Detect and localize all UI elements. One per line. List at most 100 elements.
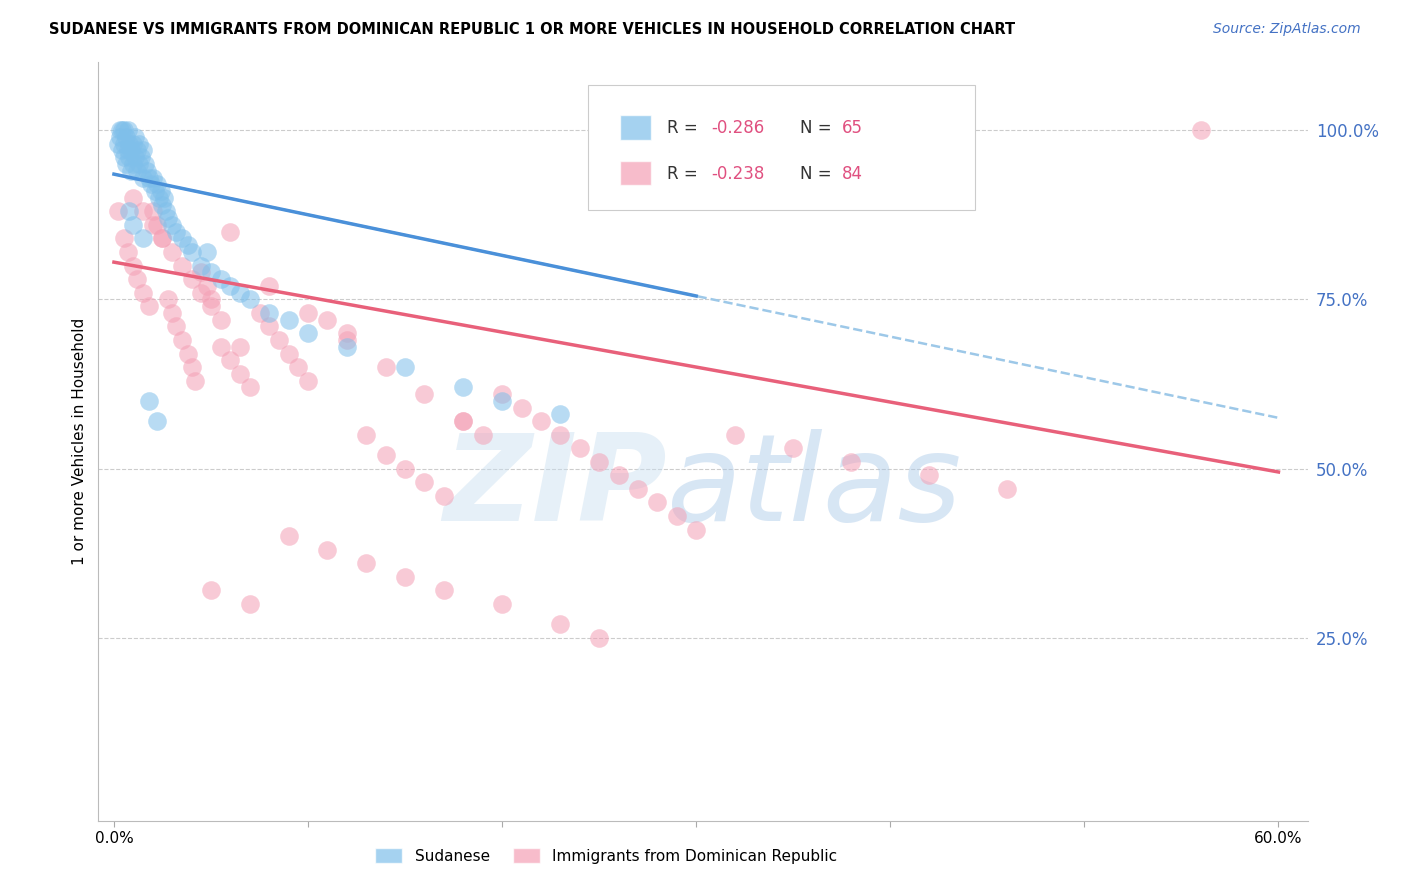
Point	[117, 244, 139, 259]
Point	[277, 312, 299, 326]
Point	[138, 393, 160, 408]
Point	[995, 482, 1018, 496]
Point	[118, 150, 141, 164]
FancyBboxPatch shape	[620, 115, 651, 140]
Point	[138, 170, 160, 185]
Point	[491, 393, 513, 408]
Point	[122, 136, 145, 151]
Point	[142, 218, 165, 232]
Point	[143, 184, 166, 198]
Text: R =: R =	[666, 120, 703, 137]
Point	[112, 136, 135, 151]
Point	[316, 312, 339, 326]
Point	[287, 360, 309, 375]
Point	[200, 299, 222, 313]
Point	[118, 204, 141, 219]
Point	[124, 129, 146, 144]
Point	[108, 129, 131, 144]
Point	[647, 495, 669, 509]
Point	[153, 191, 176, 205]
Point	[239, 380, 262, 394]
Point	[157, 211, 180, 226]
Point	[588, 455, 610, 469]
Text: ZIP: ZIP	[443, 428, 666, 546]
Point	[550, 427, 572, 442]
Point	[145, 178, 167, 192]
Point	[394, 360, 416, 375]
Point	[152, 197, 174, 211]
FancyBboxPatch shape	[620, 161, 651, 186]
Point	[145, 414, 167, 428]
Point	[190, 259, 212, 273]
Point	[200, 265, 222, 279]
Point	[114, 129, 136, 144]
Point	[413, 475, 436, 490]
Point	[200, 293, 222, 307]
Point	[297, 374, 319, 388]
Point	[685, 523, 707, 537]
Point	[297, 306, 319, 320]
Point	[209, 312, 232, 326]
Point	[127, 272, 149, 286]
Point	[157, 293, 180, 307]
Point	[170, 259, 193, 273]
Point	[170, 231, 193, 245]
Point	[107, 204, 129, 219]
Point	[394, 461, 416, 475]
Point	[112, 123, 135, 137]
Point	[111, 123, 134, 137]
Y-axis label: 1 or more Vehicles in Household: 1 or more Vehicles in Household	[72, 318, 87, 566]
Point	[108, 123, 131, 137]
Point	[471, 427, 494, 442]
Point	[114, 157, 136, 171]
Point	[160, 218, 183, 232]
Point	[195, 244, 218, 259]
Point	[122, 191, 145, 205]
Point	[152, 231, 174, 245]
Point	[112, 150, 135, 164]
Point	[491, 387, 513, 401]
Text: -0.238: -0.238	[711, 165, 765, 183]
Point	[129, 150, 152, 164]
Point	[453, 380, 475, 394]
Point	[165, 319, 187, 334]
Point	[491, 597, 513, 611]
Point	[136, 163, 159, 178]
Point	[336, 326, 359, 341]
Point	[724, 427, 747, 442]
Point	[160, 306, 183, 320]
Point	[120, 144, 142, 158]
Point	[510, 401, 533, 415]
Point	[568, 442, 591, 456]
Point	[219, 278, 242, 293]
Point	[176, 238, 198, 252]
Text: atlas: atlas	[666, 428, 962, 546]
Point	[190, 265, 212, 279]
Point	[277, 346, 299, 360]
Point	[453, 414, 475, 428]
Point	[155, 204, 177, 219]
Point	[138, 299, 160, 313]
Point	[180, 272, 202, 286]
Point	[132, 144, 155, 158]
Point	[433, 583, 456, 598]
Point	[132, 170, 155, 185]
Point	[257, 319, 280, 334]
Point	[145, 218, 167, 232]
Point	[257, 278, 280, 293]
Point	[132, 204, 155, 219]
Point	[374, 360, 396, 375]
Point	[336, 340, 359, 354]
Point	[127, 163, 149, 178]
Point	[148, 191, 170, 205]
Point	[122, 218, 145, 232]
Point	[112, 231, 135, 245]
Point	[229, 340, 252, 354]
Point	[124, 150, 146, 164]
Point	[413, 387, 436, 401]
Point	[120, 163, 142, 178]
Point	[374, 448, 396, 462]
Point	[354, 557, 377, 571]
Point	[219, 353, 242, 368]
Point	[184, 374, 207, 388]
